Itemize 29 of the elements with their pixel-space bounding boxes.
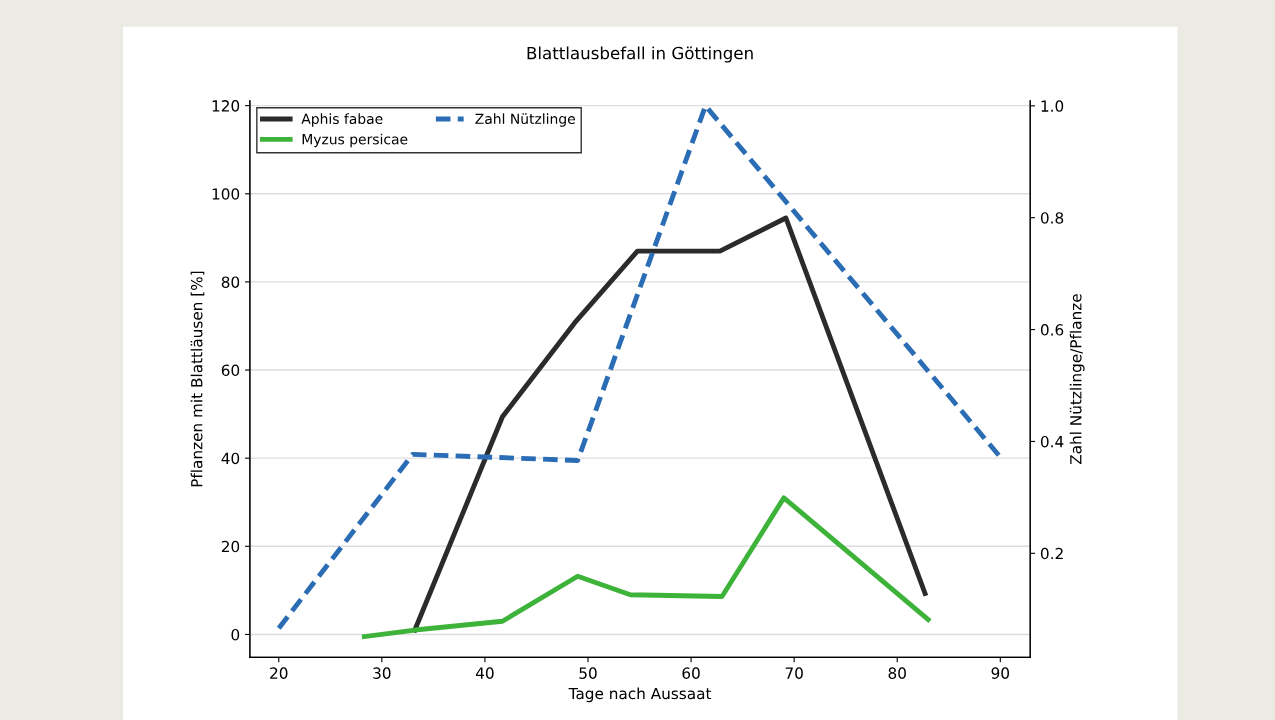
x-axis-title: Tage nach Aussaat (568, 687, 712, 703)
y2-tick-label: 0.6 (1040, 324, 1064, 336)
y2-tick-label: 1.0 (1041, 100, 1064, 112)
legend-label: Aphis fabae (301, 113, 383, 127)
y2-tick-label: 0.8 (1040, 212, 1064, 224)
y-tick-label: 20 (221, 540, 240, 553)
y-tick-label: 0 (231, 628, 240, 641)
x-tick-label: 50 (579, 667, 597, 679)
y2-tick-label: 0.2 (1040, 547, 1063, 560)
line-series (361, 495, 931, 640)
y2-axis-title: Zahl Nützlinge/Pflanze (1069, 294, 1085, 465)
x-tick-label: 90 (991, 667, 1010, 679)
x-tick-label: 30 (373, 667, 391, 679)
legend-label: Myzus persicae (302, 133, 408, 148)
x-tick-label: 70 (785, 667, 803, 679)
y2-tick-label: 0.4 (1040, 435, 1064, 448)
y-tick-label: 120 (212, 100, 240, 112)
legend-label: Zahl Nützlinge (475, 113, 575, 127)
x-tick-label: 40 (475, 667, 494, 679)
y-tick-label: 40 (221, 452, 240, 465)
x-tick-label: 60 (682, 667, 700, 679)
y-axis-title: Pflanzen mit Blattläusen [%] (190, 271, 205, 487)
chart-title: Blattlausbefall in Göttingen (527, 46, 753, 63)
y-tick-label: 60 (221, 364, 240, 377)
line-series (412, 215, 928, 633)
y-tick-label: 80 (221, 276, 240, 288)
y-tick-label: 100 (212, 188, 240, 200)
x-tick-label: 20 (270, 667, 288, 679)
x-tick-label: 80 (888, 667, 906, 679)
